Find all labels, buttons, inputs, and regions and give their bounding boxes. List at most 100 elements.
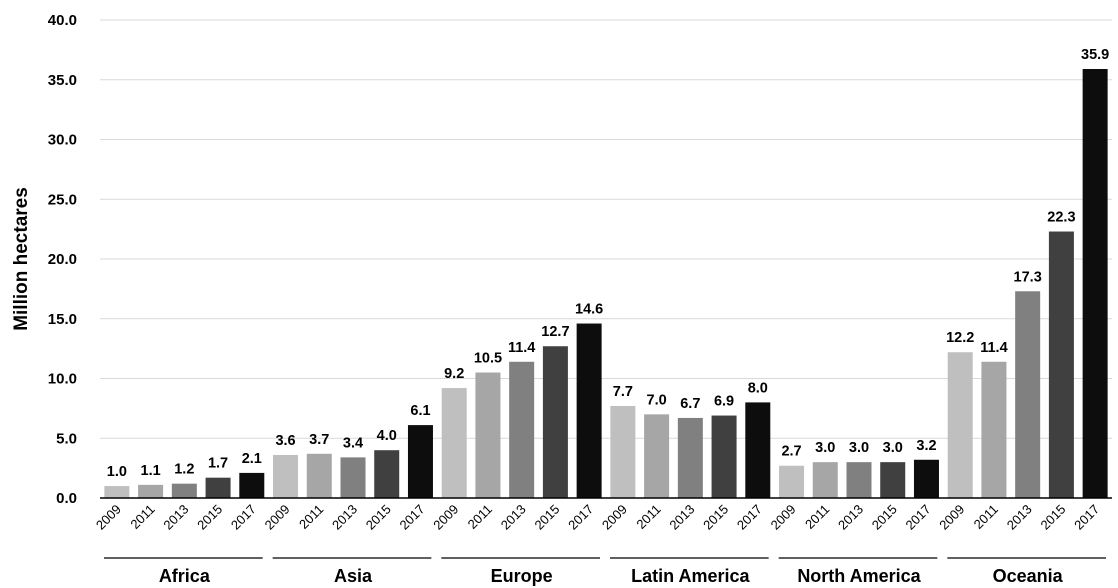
bar xyxy=(475,372,501,498)
bar xyxy=(644,414,670,498)
data-label: 35.9 xyxy=(1081,47,1109,63)
x-tick-label: 2011 xyxy=(296,502,326,532)
data-label: 4.0 xyxy=(377,428,397,444)
group-label: Europe xyxy=(491,566,553,586)
x-tick-label: 2015 xyxy=(1037,502,1068,533)
y-tick-label: 5.0 xyxy=(56,430,77,447)
bar xyxy=(1048,231,1074,498)
bar xyxy=(711,415,737,498)
bar xyxy=(1082,68,1108,499)
bar xyxy=(846,462,872,498)
x-tick-label: 2009 xyxy=(93,502,124,533)
x-tick-label: 2013 xyxy=(835,502,866,533)
data-label: 8.0 xyxy=(748,380,768,396)
data-label: 6.9 xyxy=(714,394,734,410)
y-axis-ticks: 0.0 5.0 10.0 15.0 20.0 25.0 30.0 35.0 40.0 xyxy=(48,12,77,507)
bar xyxy=(812,462,838,498)
x-tick-label: 2013 xyxy=(1004,502,1035,533)
x-tick-label: 2017 xyxy=(397,502,428,533)
x-tick-label: 2011 xyxy=(971,502,1001,532)
bar xyxy=(745,402,771,498)
bar xyxy=(947,352,973,498)
x-tick-label: 2017 xyxy=(228,502,259,533)
y-tick-label: 40.0 xyxy=(48,12,77,29)
data-label: 7.0 xyxy=(647,392,667,408)
gridlines xyxy=(100,19,1112,439)
group-label: Africa xyxy=(159,566,211,586)
data-label: 12.7 xyxy=(541,324,569,340)
x-tick-label: 2015 xyxy=(531,502,562,533)
bar xyxy=(610,405,636,498)
data-label: 12.2 xyxy=(946,330,974,346)
x-tick-label: 2011 xyxy=(127,502,157,532)
bar xyxy=(273,454,299,498)
x-tick-label: 2011 xyxy=(465,502,495,532)
y-tick-label: 35.0 xyxy=(48,72,77,89)
x-tick-label: 2011 xyxy=(802,502,832,532)
x-tick-label: 2017 xyxy=(1071,502,1102,533)
data-label: 3.6 xyxy=(275,433,295,449)
x-tick-label: 2013 xyxy=(666,502,697,533)
x-tick-label: 2013 xyxy=(160,502,191,533)
bar xyxy=(104,486,130,498)
bar xyxy=(542,346,568,498)
bar xyxy=(138,484,164,498)
bar xyxy=(913,459,939,498)
y-tick-label: 15.0 xyxy=(48,311,77,328)
data-label: 7.7 xyxy=(613,384,633,400)
data-label: 3.0 xyxy=(815,440,835,456)
bars xyxy=(104,68,1108,499)
data-label: 22.3 xyxy=(1047,210,1075,226)
data-label: 11.4 xyxy=(980,340,1007,356)
data-label: 9.2 xyxy=(444,366,464,382)
x-tick-label: 2009 xyxy=(430,502,461,533)
x-tick-label: 2015 xyxy=(869,502,900,533)
bar xyxy=(239,472,265,498)
x-tick-label: 2009 xyxy=(936,502,967,533)
group-label: Oceania xyxy=(993,566,1064,586)
bar xyxy=(306,453,332,498)
bar xyxy=(509,361,535,498)
y-tick-label: 10.0 xyxy=(48,371,77,388)
x-tick-label: 2013 xyxy=(498,502,529,533)
data-label: 1.0 xyxy=(107,464,127,480)
bar xyxy=(677,417,703,498)
bar xyxy=(576,323,602,498)
data-label: 2.1 xyxy=(242,451,262,467)
bar xyxy=(374,450,400,498)
data-label: 3.7 xyxy=(309,432,329,448)
x-tick-label: 2017 xyxy=(734,502,765,533)
data-label: 14.6 xyxy=(575,302,603,318)
bar xyxy=(205,477,231,498)
bar xyxy=(1015,291,1041,498)
x-tick-label: 2017 xyxy=(565,502,596,533)
group-label: North America xyxy=(797,566,921,586)
x-tick-label: 2015 xyxy=(194,502,225,533)
y-tick-label: 20.0 xyxy=(48,251,77,268)
data-label: 17.3 xyxy=(1014,269,1042,285)
data-label: 10.5 xyxy=(474,351,502,367)
data-label: 1.7 xyxy=(208,456,228,472)
x-tick-label: 2015 xyxy=(363,502,394,533)
group-label: Asia xyxy=(334,566,373,586)
bar xyxy=(171,483,197,498)
bar xyxy=(779,465,805,498)
x-tick-label: 2015 xyxy=(700,502,731,533)
data-label: 6.1 xyxy=(410,403,430,419)
x-tick-label: 2013 xyxy=(329,502,360,533)
data-label: 3.0 xyxy=(883,440,903,456)
data-label: 3.4 xyxy=(343,435,363,451)
x-tick-label: 2011 xyxy=(633,502,663,532)
x-axis-ticks: 2009 2011 2013 2015 2017 2009 2011 2013 2015 2017… xyxy=(93,502,1102,533)
y-tick-label: 25.0 xyxy=(48,191,77,208)
bar xyxy=(981,361,1007,498)
y-tick-label: 30.0 xyxy=(48,132,77,149)
data-label: 6.7 xyxy=(680,396,700,412)
data-label: 2.7 xyxy=(781,444,801,460)
group-labels: Africa Asia Europe Latin America North Ameri… xyxy=(104,557,1106,586)
data-labels: 1.0 1.1 1.2 1.7 2.1 3.6 3.7 3.4 4.0 6.1 9.2 10.5 11.… xyxy=(107,47,1109,480)
data-label: 1.2 xyxy=(174,462,194,478)
bar xyxy=(407,425,433,498)
data-label: 3.0 xyxy=(849,440,869,456)
